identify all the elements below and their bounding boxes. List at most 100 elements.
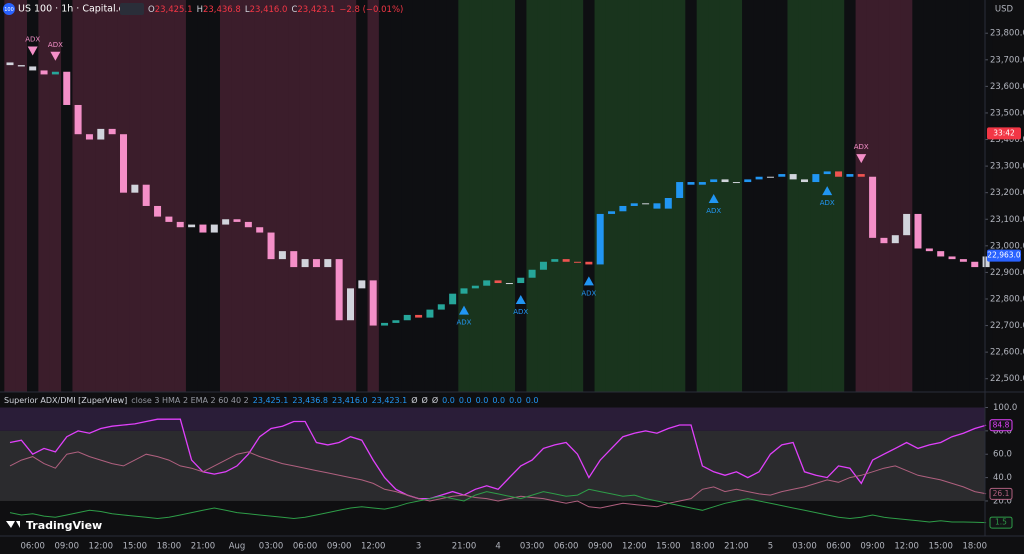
candle	[846, 174, 854, 177]
candle	[562, 259, 570, 262]
y-tick-label: 23,300.0	[990, 162, 1024, 172]
ohlc-key: H	[197, 5, 203, 15]
symbol-icon	[3, 3, 15, 15]
candle	[449, 293, 457, 305]
regime-band	[390, 0, 402, 392]
regime-band	[61, 0, 73, 392]
regime-band	[889, 0, 902, 392]
signal-label: ADX	[48, 41, 63, 49]
regime-band	[72, 0, 85, 392]
last-value-box	[989, 419, 1013, 432]
regime-band	[288, 0, 300, 392]
candle	[880, 237, 888, 244]
x-tick-label: 09:00	[327, 542, 352, 552]
candle	[982, 256, 990, 268]
candle	[392, 320, 400, 323]
candle	[835, 171, 843, 177]
tv-logo[interactable]: TradingView	[26, 519, 102, 532]
indicator-line	[9, 488, 987, 524]
regime-band	[639, 0, 652, 392]
candle	[959, 259, 967, 262]
x-tick-label: 06:00	[20, 542, 45, 552]
candle	[505, 283, 513, 285]
regime-band	[412, 0, 425, 392]
candle	[789, 174, 797, 180]
regime-band	[662, 0, 675, 392]
regime-band	[617, 0, 629, 392]
y-tick-label: 22,900.0	[990, 268, 1024, 278]
header-buttons[interactable]	[120, 3, 144, 15]
indicator-line	[9, 451, 987, 509]
ohlc-key: C	[291, 5, 297, 15]
regime-band	[446, 0, 459, 392]
regime-band	[526, 0, 539, 392]
regime-band	[265, 0, 278, 392]
regime-band	[776, 0, 788, 392]
regime-band	[231, 0, 244, 392]
candle	[642, 203, 650, 205]
x-tick-label: 03:00	[792, 542, 817, 552]
candle	[120, 134, 127, 193]
candle	[415, 314, 423, 318]
x-tick-label: 09:00	[55, 542, 80, 552]
indicator-readout: Ø	[422, 395, 428, 405]
candle	[721, 179, 729, 183]
candle	[17, 65, 25, 67]
y-tick-label: 100.0	[993, 403, 1017, 413]
candle	[312, 259, 320, 268]
regime-band	[15, 0, 28, 392]
signal-label: ADX	[513, 308, 528, 316]
x-tick-label: 12:00	[894, 542, 919, 552]
candle	[222, 219, 230, 225]
candle	[381, 322, 389, 326]
candle	[188, 224, 196, 228]
regime-band	[719, 0, 732, 392]
regime-band	[129, 0, 141, 392]
regime-band	[356, 0, 368, 392]
candle	[40, 70, 48, 75]
tv-logo-icon	[6, 521, 20, 528]
x-tick-label: 06:00	[826, 542, 851, 552]
currency[interactable]: USD	[995, 5, 1014, 15]
candle	[290, 251, 298, 268]
candle	[301, 259, 309, 268]
regime-band	[549, 0, 561, 392]
regime-band	[106, 0, 119, 392]
y-tick-label: 20.0	[993, 496, 1012, 506]
regime-band	[185, 0, 198, 392]
regime-band	[515, 0, 527, 392]
candle	[244, 221, 252, 228]
x-tick-label: 06:00	[293, 542, 318, 552]
regime-band	[276, 0, 289, 392]
ohlc-value: 23,436.8	[203, 5, 241, 15]
regime-band	[163, 0, 175, 392]
candle	[925, 248, 933, 252]
candle	[971, 261, 979, 268]
signal-marker	[583, 276, 594, 286]
y-tick-label: 22,500.0	[990, 374, 1024, 384]
x-tick-label: 15:00	[123, 542, 148, 552]
indicator-readout: 0.0	[476, 396, 489, 405]
symbol-name[interactable]: US 100 · 1h · Capital.com	[18, 4, 139, 15]
regime-band	[367, 0, 380, 392]
regime-band	[900, 0, 913, 392]
candle	[426, 309, 434, 318]
candle	[483, 280, 491, 286]
indicator-readout: Ø	[411, 395, 417, 405]
x-tick-label: 12:00	[622, 542, 647, 552]
candle	[347, 288, 354, 321]
indicator-legend: Superior ADX/DMI [ZuperView] close 3 HMA …	[4, 395, 539, 405]
regime-band	[878, 0, 891, 392]
regime-band	[855, 0, 868, 392]
x-tick-label: 18:00	[963, 542, 988, 552]
candle	[233, 219, 241, 222]
y-tick-label: 23,000.0	[990, 241, 1024, 251]
regime-band	[254, 0, 266, 392]
last-value-box	[989, 487, 1013, 500]
candle	[539, 261, 547, 270]
last-value-box	[989, 516, 1013, 529]
signal-label: ADX	[854, 143, 869, 151]
candle	[108, 128, 116, 135]
candle	[766, 176, 774, 178]
